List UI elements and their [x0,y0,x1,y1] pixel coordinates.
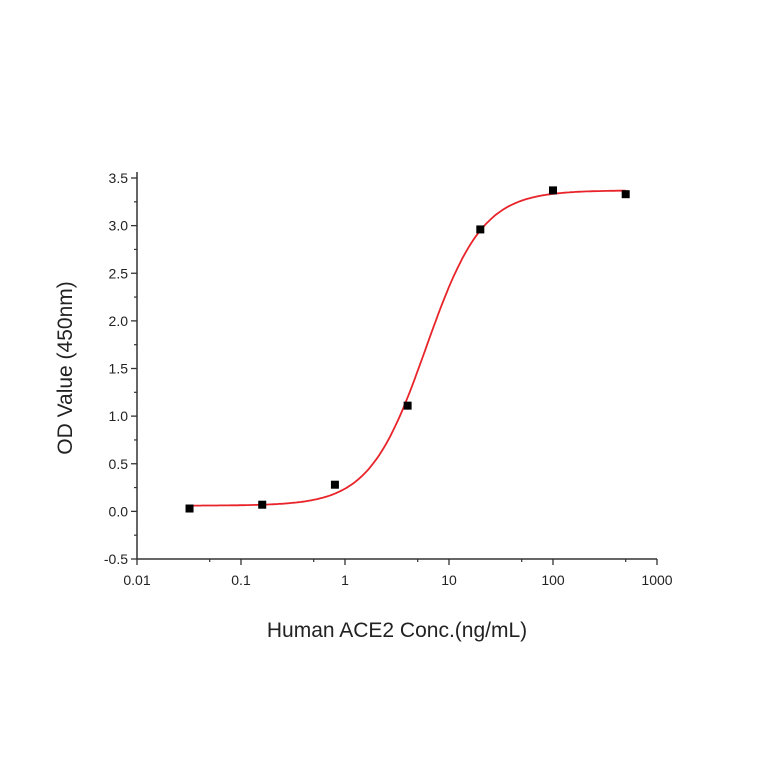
x-axis-label: Human ACE2 Conc.(ng/mL) [267,619,527,642]
axes: -0.5 0.0 0.5 1.0 1.5 2.0 2.5 3.0 3.5 0.01 0.1 1 10 10… [104,170,673,588]
y-axis-label: OD Value (450nm) [54,281,77,455]
x-tick-label: 0.1 [231,572,251,588]
fit-curve [189,189,626,507]
data-point [549,186,557,195]
y-tick-label: 3.0 [109,218,129,234]
y-tick-label: -0.5 [104,551,128,567]
data-point [403,401,412,410]
x-tick-label: 100 [541,572,565,588]
data-point [621,190,630,199]
data-point [258,500,267,509]
y-tick-label: 0.5 [109,456,129,472]
y-tick-label: 2.0 [109,313,129,329]
x-tick-label: 1 [341,572,349,588]
y-tick-label: 1.5 [109,361,129,377]
y-tick-label: 2.5 [109,265,129,281]
x-tick-label: 10 [441,572,457,588]
y-tick-label: 3.5 [109,170,129,186]
x-tick-label: 1000 [641,572,672,588]
y-tick-label: 1.0 [109,408,129,424]
x-tick-label: 0.01 [123,572,150,588]
fit-curve-group [189,189,626,507]
data-point [185,504,194,513]
data-point [476,225,485,234]
y-tick-label: 0.0 [109,503,129,519]
data-points [185,186,630,513]
data-point [330,480,339,489]
